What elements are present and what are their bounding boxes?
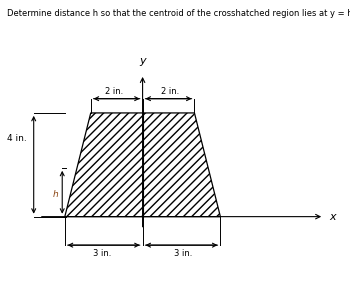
Text: Determine distance h so that the centroid of the crosshatched region lies at y =: Determine distance h so that the centroi… — [7, 9, 350, 18]
Text: h: h — [52, 190, 58, 199]
Text: 3 in.: 3 in. — [174, 249, 192, 258]
Text: x: x — [329, 212, 336, 222]
Text: 2 in.: 2 in. — [105, 87, 123, 96]
Text: 2 in.: 2 in. — [161, 87, 179, 96]
Polygon shape — [65, 113, 220, 217]
Text: 3 in.: 3 in. — [93, 249, 112, 258]
Text: 4 in.: 4 in. — [7, 134, 27, 143]
Text: y: y — [139, 56, 146, 66]
